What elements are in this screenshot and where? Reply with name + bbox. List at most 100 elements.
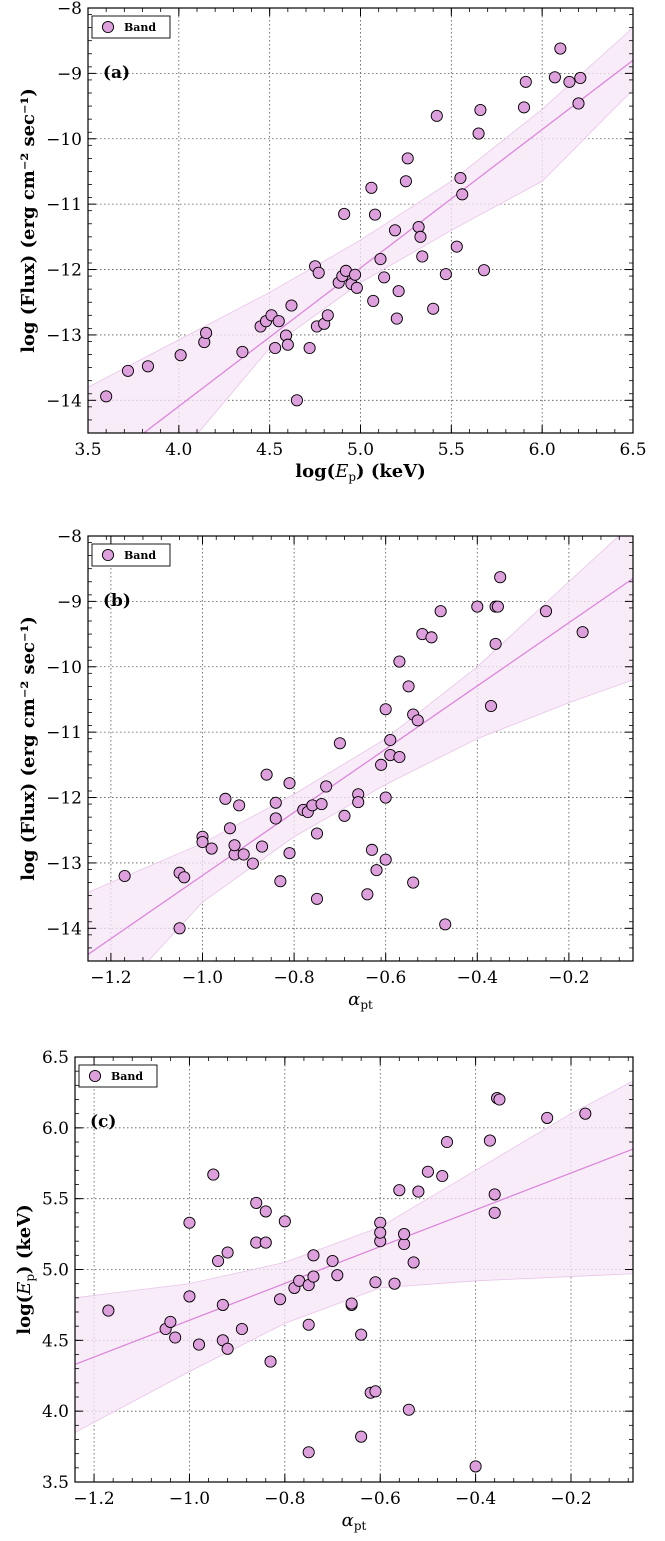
data-point (302, 1318, 315, 1331)
data-point (469, 1460, 482, 1473)
data-point (310, 827, 324, 840)
y-tick-label: −13 (46, 854, 82, 874)
x-tick-label: 4.5 (256, 440, 283, 460)
data-point (472, 127, 485, 140)
y-tick-label: −9 (57, 592, 82, 612)
data-point (272, 315, 285, 328)
data-point (374, 253, 387, 266)
data-point (233, 799, 246, 812)
x-tick-label: −1.2 (90, 968, 131, 988)
data-point (393, 750, 406, 764)
x-tick-label: −0.2 (550, 1489, 591, 1509)
data-point (307, 1270, 320, 1283)
y-axis-label: log(Ep) (keV) (14, 1204, 37, 1335)
x-tick-label: −1.0 (182, 968, 223, 988)
y-tick-label: −14 (46, 919, 82, 939)
panel-label: (a) (103, 63, 130, 83)
data-point (173, 922, 186, 935)
data-point (283, 847, 296, 860)
data-point (315, 798, 328, 811)
data-point (361, 888, 374, 901)
fit-line (142, 59, 633, 433)
data-point (259, 1236, 272, 1249)
y-tick-label: 6.5 (42, 1048, 69, 1068)
data-point (183, 1216, 196, 1229)
data-point (456, 188, 469, 201)
data-point (326, 1254, 339, 1268)
x-tick-label: −0.2 (548, 968, 589, 988)
data-point (541, 1111, 554, 1124)
data-point (303, 341, 316, 355)
data-point (345, 1297, 358, 1310)
x-tick-label: 6.5 (619, 440, 646, 460)
data-point (285, 299, 298, 312)
data-point (121, 364, 135, 377)
data-point (390, 312, 403, 325)
x-axis-label: log(Ep) (keV) (295, 461, 426, 484)
data-point (439, 268, 452, 281)
x-tick-label: 5.5 (438, 440, 465, 460)
y-tick-label: 3.5 (42, 1473, 69, 1493)
data-point (491, 600, 504, 613)
y-tick-label: 5.0 (42, 1261, 69, 1281)
data-point (411, 714, 424, 727)
legend: Band (91, 543, 171, 567)
data-point (388, 224, 402, 237)
data-point (235, 1322, 248, 1336)
data-point (430, 109, 443, 122)
y-tick-label: 4.0 (42, 1402, 69, 1422)
panel-label: (b) (103, 591, 131, 611)
x-tick-label: 4.0 (165, 440, 192, 460)
y-tick-label: −12 (46, 261, 82, 281)
data-point (489, 637, 502, 650)
x-tick-label: −0.8 (273, 968, 314, 988)
data-point (205, 842, 218, 855)
data-point (269, 341, 282, 355)
data-point (269, 796, 282, 809)
data-point (393, 1184, 406, 1197)
data-point (407, 1256, 420, 1269)
data-point (388, 1277, 401, 1290)
data-point (333, 737, 346, 750)
data-point (416, 250, 429, 263)
data-point (310, 892, 324, 905)
data-point (352, 796, 365, 809)
data-point (374, 1226, 387, 1239)
data-point (370, 864, 383, 877)
x-tick-label: −0.4 (457, 968, 498, 988)
data-point (548, 71, 561, 84)
data-point (436, 1169, 449, 1183)
data-point (278, 1215, 291, 1228)
data-point (576, 626, 589, 639)
plot-area (88, 536, 633, 961)
data-point (355, 1328, 368, 1341)
data-point (539, 605, 553, 618)
x-tick-label: −0.4 (455, 1489, 496, 1509)
plot-frame (87, 535, 634, 962)
data-point (379, 791, 392, 804)
data-point (440, 1135, 454, 1149)
data-point (212, 1254, 225, 1268)
data-point (474, 103, 487, 117)
data-point (174, 349, 187, 362)
data-point (392, 285, 405, 298)
data-point (221, 1342, 234, 1355)
data-point (237, 848, 250, 861)
data-point (434, 605, 447, 618)
data-point (454, 171, 467, 185)
data-point (223, 822, 237, 835)
data-point (425, 631, 438, 644)
data-point (365, 181, 378, 194)
data-point (274, 875, 287, 888)
data-point (471, 600, 484, 613)
data-point (321, 309, 334, 322)
legend: Band (91, 15, 171, 39)
data-point (100, 390, 113, 403)
data-point (264, 1355, 277, 1368)
data-point (407, 876, 420, 889)
data-point (517, 101, 531, 114)
panel-1: −1.2 −1.0 −0.8 −0.6 −0.4 −0.2 −14 −13 −12 −11 −10 −… (18, 527, 634, 1012)
legend-label: Band (111, 1070, 143, 1083)
x-tick-label: −1.2 (73, 1489, 114, 1509)
